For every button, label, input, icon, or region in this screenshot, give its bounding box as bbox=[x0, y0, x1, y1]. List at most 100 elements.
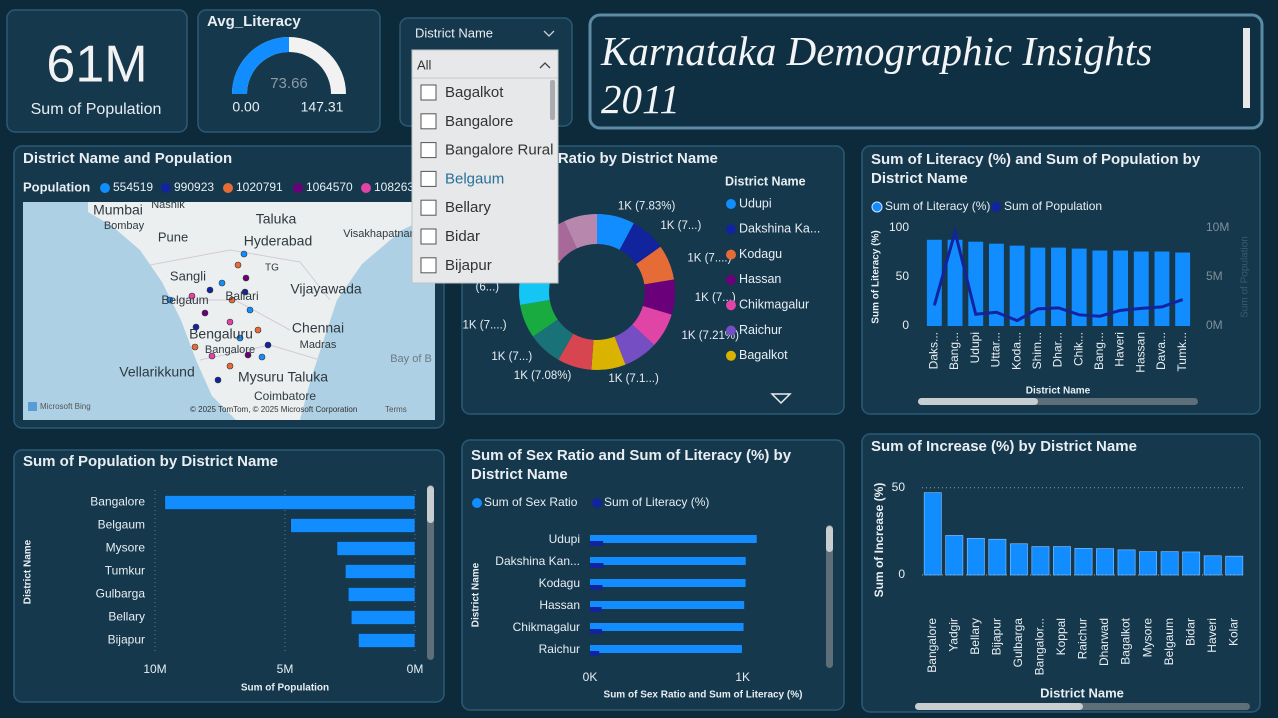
slicer-selected[interactable]: All bbox=[417, 57, 432, 72]
legend-marker bbox=[726, 325, 736, 336]
legend-marker bbox=[161, 183, 171, 193]
gauge-max-label: 147.31 bbox=[301, 99, 344, 115]
y-tick-label: 50 bbox=[892, 480, 906, 494]
dashboard-title: Karnataka Demographic Insights 2011 bbox=[601, 28, 1153, 122]
map-place-label: Bengaluru bbox=[189, 326, 253, 342]
scrollbar-thumb bbox=[915, 703, 1083, 710]
legend-label: Raichur bbox=[739, 323, 782, 337]
map-place-label: Bombay bbox=[104, 220, 145, 232]
map-dot bbox=[218, 279, 226, 287]
slicer: District Name All Bagalkot Bangalore Bangalo… bbox=[411, 25, 559, 284]
bar bbox=[1009, 543, 1028, 576]
legend-label: Sum of Population bbox=[1004, 199, 1102, 213]
bar bbox=[945, 535, 964, 576]
map-dot bbox=[208, 352, 216, 360]
y-tick-label: Bangalore bbox=[90, 495, 145, 509]
map-dot bbox=[236, 334, 244, 342]
bar bbox=[345, 564, 416, 579]
slicer-checkbox[interactable] bbox=[420, 84, 437, 101]
map-dot bbox=[240, 250, 248, 258]
slicer-option[interactable]: Bijapur bbox=[445, 257, 492, 274]
legend-marker bbox=[361, 183, 371, 193]
x-tick-label: Kolar bbox=[1226, 618, 1240, 646]
bar bbox=[590, 579, 746, 587]
y-tick-label: 50 bbox=[896, 269, 910, 283]
donut-slice bbox=[632, 305, 672, 346]
map-place-label: Pune bbox=[158, 229, 188, 244]
legend: 554519 990923 1020791 1064570 108263 bbox=[100, 180, 414, 194]
legend-label: 990923 bbox=[174, 180, 214, 194]
bar bbox=[1160, 551, 1179, 576]
y-tick-label: Bijapur bbox=[108, 633, 145, 647]
bar bbox=[590, 585, 603, 590]
x-tick-label: Koda... bbox=[1009, 332, 1023, 370]
x-tick-label: Bidar bbox=[1183, 618, 1197, 646]
slicer-chevron[interactable] bbox=[543, 30, 555, 37]
map-place-label: TG bbox=[265, 263, 279, 274]
legend-marker bbox=[293, 183, 303, 193]
legend-label: Sum of Literacy (%) bbox=[604, 495, 709, 509]
legend-label: Hassan bbox=[739, 272, 781, 286]
donut-slice bbox=[619, 223, 661, 265]
x-axis-title: Sum of Population bbox=[241, 683, 329, 694]
map-place-label: Ballari bbox=[225, 289, 258, 303]
legend-label: Sum of Literacy (%) bbox=[885, 199, 990, 213]
slicer-checkbox[interactable] bbox=[420, 113, 437, 130]
x-tick-label: 10M bbox=[143, 662, 166, 676]
slicer-option[interactable]: Bellary bbox=[445, 199, 491, 216]
donut-slice bbox=[597, 214, 634, 250]
map-place-label: Visakhapatnam bbox=[343, 228, 419, 240]
bar bbox=[1203, 555, 1222, 576]
bar bbox=[358, 633, 416, 648]
map-place-label: Taluka bbox=[256, 211, 297, 227]
x-tick-label: Tumk... bbox=[1175, 332, 1189, 372]
slicer-checkbox[interactable] bbox=[420, 257, 437, 274]
map-place-label: Mumbai bbox=[93, 202, 143, 218]
map-attribution: © 2025 TomTom, © 2025 Microsoft Corporat… bbox=[190, 405, 357, 414]
x-tick-label: Udupi bbox=[968, 332, 982, 363]
map-dot bbox=[241, 288, 249, 296]
donut-slice bbox=[636, 246, 674, 285]
map-place-label: Bay of B bbox=[390, 353, 432, 365]
map-place-label: Madras bbox=[300, 339, 337, 351]
slicer-option[interactable]: Bangalore bbox=[445, 113, 513, 130]
data-label: 1K (7....) bbox=[463, 319, 507, 331]
slicer-checkbox[interactable] bbox=[420, 228, 437, 245]
data-label: 1K (7....) bbox=[687, 253, 731, 265]
legend-label: Bagalkot bbox=[739, 348, 788, 362]
slicer-option[interactable]: Bangalore Rural bbox=[445, 142, 553, 159]
legend-label: 554519 bbox=[113, 180, 153, 194]
scrollbar-thumb bbox=[427, 486, 434, 523]
y-tick-label: Hassan bbox=[539, 598, 580, 612]
slicer-collapse[interactable] bbox=[539, 62, 551, 69]
slicer-checkbox[interactable] bbox=[420, 142, 437, 159]
chart-title: District Name and Population bbox=[23, 150, 232, 167]
charts: Avg_Literacy 73.66 0.00 147.31 District Name… bbox=[23, 13, 1251, 710]
map-dot bbox=[254, 326, 262, 334]
more-indicator[interactable] bbox=[770, 393, 792, 405]
map-place-label: Vellarikkund bbox=[119, 364, 195, 380]
y2-tick-label: 5M bbox=[1206, 269, 1223, 283]
map-place-label: Coimbatore bbox=[254, 389, 316, 403]
donut-slice bbox=[614, 324, 655, 365]
slicer-option[interactable]: Belgaum bbox=[445, 170, 504, 187]
card-label: Sum of Population bbox=[31, 101, 162, 118]
data-label: 1K (7.21%) bbox=[681, 330, 739, 342]
legend-title: District Name bbox=[725, 174, 806, 188]
bar bbox=[350, 610, 416, 625]
grouped-panel bbox=[461, 439, 845, 711]
y-tick-label: 100 bbox=[889, 220, 909, 234]
x-tick-label: Bijapur bbox=[990, 618, 1004, 655]
slicer-option[interactable]: Bagalkot bbox=[445, 84, 504, 101]
bar bbox=[590, 535, 757, 543]
slicer-option[interactable]: Bidar bbox=[445, 228, 480, 245]
hbar-panel bbox=[13, 449, 445, 703]
title-scrollbar bbox=[1243, 28, 1250, 108]
slicer-checkbox[interactable] bbox=[420, 170, 437, 187]
bar bbox=[1071, 248, 1087, 326]
slicer-checkbox[interactable] bbox=[420, 199, 437, 216]
chart-title: Sum of Increase (%) by District Name bbox=[871, 438, 1137, 455]
legend-marker bbox=[726, 350, 736, 361]
y-tick-label: Belgaum bbox=[98, 518, 145, 532]
bar bbox=[1096, 548, 1114, 576]
